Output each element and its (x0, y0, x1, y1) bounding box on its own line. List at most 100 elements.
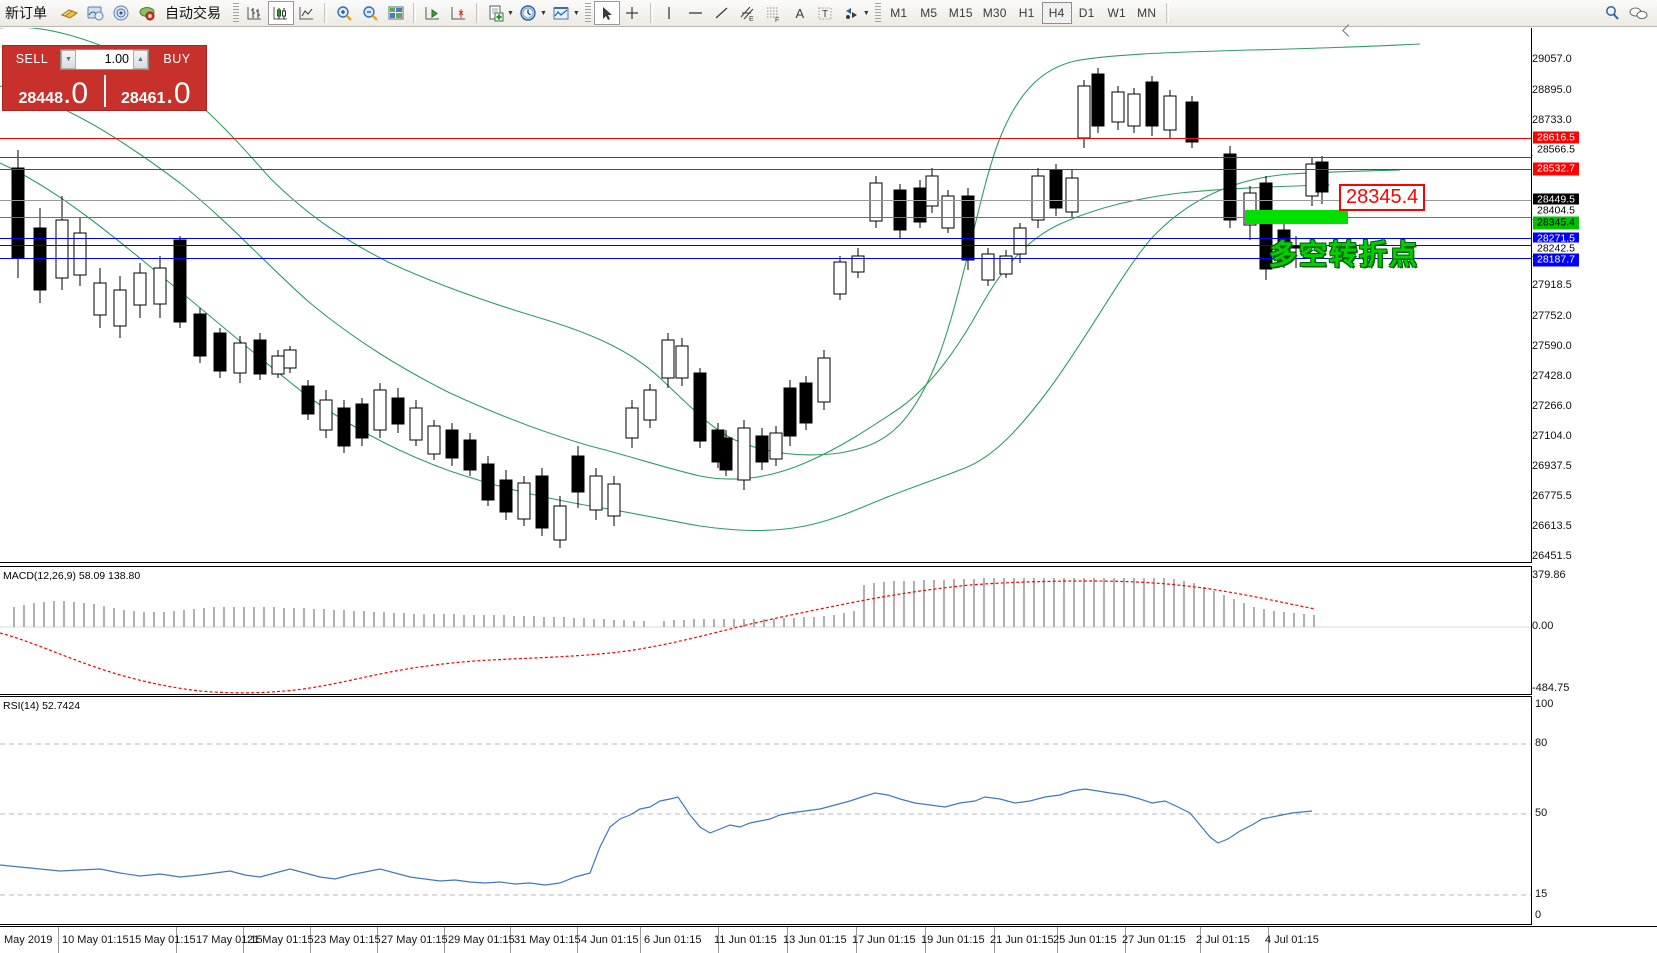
price-tag-bid[interactable]: 28449.5 (1533, 193, 1579, 207)
tf-w1[interactable]: W1 (1107, 6, 1126, 20)
time-label: May 2019 (4, 934, 53, 946)
sell-button[interactable]: 28448 .0 (3, 72, 104, 110)
zoom-in-icon[interactable] (331, 1, 357, 25)
sell-price-integer: 28448 (18, 90, 63, 107)
text-icon[interactable]: A (795, 5, 805, 21)
price-callout-box[interactable]: 28345.4 (1339, 184, 1426, 211)
time-gridline (176, 927, 177, 953)
price-tag-resistance-1[interactable]: 28616.5 (1533, 131, 1579, 145)
crosshair-icon[interactable] (620, 1, 646, 25)
tf-m15[interactable]: M15 (948, 6, 973, 20)
arrows-icon[interactable] (839, 1, 865, 25)
tf-h1[interactable]: H1 (1018, 6, 1035, 20)
level-line-28242[interactable] (0, 245, 1531, 246)
time-gridline (994, 927, 995, 953)
one-click-trading-panel[interactable]: SELL ▼ 1.00 ▲ BUY 28448 .0 28461 .0 (2, 45, 207, 111)
time-gridline (444, 927, 445, 953)
arrows-dropdown-icon[interactable]: ▼ (862, 9, 870, 17)
price-tag-level-28242[interactable]: 28242.5 (1533, 242, 1579, 256)
indicators-icon[interactable] (549, 1, 575, 25)
macd-axis[interactable]: 379.86 0.00 -484.75 (1531, 566, 1657, 695)
search-icon[interactable] (1599, 1, 1625, 25)
period-dropdown-icon[interactable]: ▼ (539, 9, 547, 17)
price-axis[interactable]: 29057.0 28895.0 28733.0 28449.5 28242.5 … (1531, 28, 1657, 563)
tf-h4[interactable]: H4 (1041, 2, 1072, 24)
level-line-28187[interactable] (0, 258, 1531, 259)
chat-bubbles-icon[interactable] (1625, 1, 1651, 25)
toolbar-grip[interactable] (233, 3, 239, 23)
main-toolbar: 新订单 自动交易 (0, 0, 1657, 27)
new-order-button[interactable]: 新订单 (0, 1, 56, 25)
time-label: 11 Jun 01:15 (714, 934, 777, 946)
price-chart-pane[interactable]: 多空转折点 28345.4 (0, 28, 1531, 563)
rsi-pane[interactable]: RSI(14) 52.7424 (0, 696, 1531, 925)
tf-mn[interactable]: MN (1137, 6, 1157, 20)
fibonacci-icon[interactable]: F (761, 1, 787, 25)
time-label: 6 Jun 01:15 (644, 934, 702, 946)
volume-stepper[interactable]: ▼ 1.00 ▲ (60, 48, 149, 70)
trendline-icon[interactable] (709, 1, 735, 25)
tf-m5[interactable]: M5 (920, 6, 938, 20)
buy-button[interactable]: 28461 .0 (106, 72, 207, 110)
volume-value[interactable]: 1.00 (104, 52, 129, 66)
rsi-tick: 15 (1535, 888, 1548, 900)
indicators-dropdown-icon[interactable]: ▼ (572, 9, 580, 17)
price-tag-level-28566[interactable]: 28566.5 (1533, 143, 1579, 157)
highlight-rectangle[interactable] (1245, 210, 1348, 224)
expert-advisors-icon[interactable] (134, 1, 160, 25)
toolbar-grip-2[interactable] (584, 3, 591, 23)
price-tag-support-2[interactable]: 28187.7 (1533, 253, 1579, 267)
price-tag-support-1[interactable]: 28271.5 (1533, 232, 1579, 246)
time-label: 13 Jun 01:15 (783, 934, 847, 946)
macd-svg (0, 578, 1531, 694)
time-axis[interactable]: May 2019 10 May 01:15 15 May 01:15 17 Ma… (0, 926, 1657, 953)
rsi-axis[interactable]: 100 80 50 15 0 (1531, 696, 1657, 925)
price-tag-level-28404[interactable]: 28404.5 (1533, 204, 1579, 218)
text-label-icon[interactable]: T (813, 1, 839, 25)
price-tag-resistance-2[interactable]: 28532.7 (1533, 162, 1579, 176)
level-line-28616[interactable] (0, 138, 1531, 139)
level-line-28271[interactable] (0, 238, 1531, 239)
level-line-28532[interactable] (0, 169, 1531, 170)
toolbar-separator-4 (649, 3, 653, 23)
chart-shift-marker-icon[interactable] (446, 1, 472, 25)
price-tick: 26775.5 (1532, 490, 1572, 502)
navigator-icon[interactable] (108, 1, 134, 25)
price-tick: 29057.0 (1532, 53, 1572, 65)
line-chart-icon[interactable] (294, 1, 320, 25)
chart-shift-icon[interactable] (383, 1, 409, 25)
bar-chart-icon[interactable] (242, 1, 268, 25)
tf-d1[interactable]: D1 (1078, 6, 1095, 20)
autotrading-button[interactable]: 自动交易 (160, 1, 230, 25)
horizontal-line-icon[interactable] (683, 1, 709, 25)
time-gridline (510, 927, 511, 953)
volume-up-button[interactable]: ▲ (133, 49, 148, 69)
level-line-28449[interactable] (0, 200, 1531, 201)
cursor-icon[interactable] (593, 1, 620, 25)
time-gridline (1200, 927, 1201, 953)
candlestick-chart-icon[interactable] (268, 1, 294, 25)
tf-m30[interactable]: M30 (982, 6, 1007, 20)
data-window-icon[interactable] (82, 1, 108, 25)
volume-down-button[interactable]: ▼ (61, 49, 76, 69)
templates-dropdown-icon[interactable]: ▼ (507, 9, 514, 17)
zoom-out-icon[interactable] (357, 1, 383, 25)
period-clock-icon[interactable] (516, 1, 542, 25)
tf-m1[interactable]: M1 (890, 6, 908, 20)
turning-point-annotation[interactable]: 多空转折点 (1268, 239, 1419, 270)
level-line-28345[interactable] (0, 217, 1531, 218)
price-tick: 28733.0 (1532, 114, 1572, 126)
vertical-line-icon[interactable] (657, 1, 683, 25)
templates-icon[interactable] (483, 1, 509, 25)
equidistant-channel-icon[interactable]: E (735, 1, 761, 25)
price-tag-support-green[interactable]: 28345.4 (1533, 216, 1579, 230)
time-gridline (243, 927, 244, 953)
toolbar-grip-3[interactable] (874, 3, 881, 23)
time-gridline (1057, 927, 1058, 953)
new-order-icon[interactable] (56, 1, 82, 25)
level-line-28566[interactable] (0, 157, 1531, 158)
auto-scroll-icon[interactable] (420, 1, 446, 25)
macd-pane[interactable]: MACD(12,26,9) 58.09 138.80 (0, 566, 1531, 695)
rsi-label: RSI(14) 52.7424 (3, 700, 81, 712)
rsi-svg (0, 743, 1531, 896)
